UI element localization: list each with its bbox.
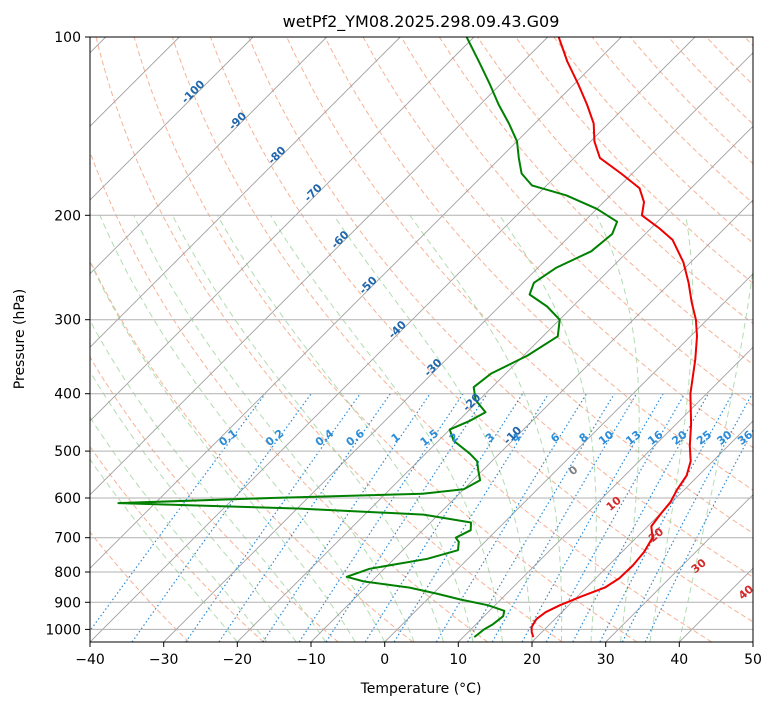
isotherm: [90, 37, 328, 275]
series-layer: [117, 37, 698, 638]
dry-adiabat: [90, 531, 190, 642]
mixing-ratio-line: [521, 393, 664, 642]
dry-adiabat: [438, 37, 753, 366]
pressure-grid: [90, 37, 753, 630]
x-tick-label: 40: [670, 652, 688, 668]
x-tick-label: 20: [523, 652, 541, 668]
moist-adiabat: [90, 416, 268, 642]
moist-adiabat: [596, 215, 640, 642]
y-tick-label: 400: [54, 387, 81, 403]
mixing-ratio-line: [393, 393, 550, 642]
y-tick-label: 100: [54, 30, 81, 46]
isotherm: [236, 125, 753, 642]
dry-adiabat: [629, 37, 753, 165]
moist-adiabat: [409, 215, 563, 642]
x-tick-label: 30: [597, 652, 615, 668]
dry-adiabat: [400, 37, 753, 407]
y-tick-label: 600: [54, 491, 81, 507]
moist-adiabat: [133, 215, 415, 642]
isotherm: [605, 494, 753, 642]
mixing-ratio-label: 36: [735, 428, 755, 448]
dry-adiabat: [553, 37, 753, 244]
mixing-ratio-line: [644, 428, 753, 642]
mixing-ratio-line: [545, 393, 686, 642]
isotherm: [163, 52, 753, 642]
isotherm: [310, 199, 753, 642]
x-tick-label: −40: [75, 652, 105, 668]
isotherm: [384, 273, 753, 642]
x-tick-label: −20: [223, 652, 253, 668]
isotherm: [90, 37, 622, 569]
mixing-ratio-line: [325, 393, 488, 642]
chart-title: wetPf2_YM08.2025.298.09.43.G09: [283, 12, 560, 32]
mixing-ratio-line: [435, 393, 588, 642]
mixing-ratio-line: [298, 393, 464, 642]
y-tick-label: 1000: [45, 622, 81, 638]
temperature-line: [530, 37, 698, 638]
isotherm: [457, 346, 753, 642]
moist-adiabat: [90, 458, 238, 642]
x-axis-title: Temperature (°C): [360, 681, 482, 697]
x-tick-label: 50: [744, 652, 762, 668]
mixing-ratio-line: [466, 393, 615, 642]
isotherm: [90, 37, 475, 422]
y-tick-label: 800: [54, 565, 81, 581]
isotherm: [90, 37, 254, 201]
plot-frame: [89, 36, 754, 643]
moist-adiabat: [270, 215, 503, 642]
mixing-ratio-line: [262, 393, 431, 642]
isotherm: [90, 37, 401, 348]
y-tick-label: 200: [54, 208, 81, 224]
isotherm: [90, 37, 549, 496]
y-tick-label: 300: [54, 313, 81, 329]
mixing-ratio-line: [364, 393, 524, 642]
mixing-ratio-line: [491, 393, 638, 642]
moist-adiabat: [90, 319, 327, 642]
y-tick-label: 700: [54, 531, 81, 547]
y-axis: 100 200 300 400 500 600 700 800 900 1000: [45, 30, 90, 638]
dry-adiabat: [210, 37, 753, 623]
mixing-ratio-line: [131, 393, 312, 642]
x-axis: −40 −30 −20 −10 0 10 20 30 40 50: [75, 642, 762, 668]
dry-adiabat: [477, 37, 753, 325]
mixing-ratio-line: [572, 393, 709, 642]
moist-adiabat: [333, 215, 533, 642]
dry-adiabat: [362, 37, 753, 449]
dewpoint-line: [117, 37, 619, 638]
dry-adiabat: [133, 37, 638, 642]
moist-adiabat: [90, 370, 297, 642]
y-tick-label: 500: [54, 444, 81, 460]
x-tick-label: −30: [149, 652, 179, 668]
moist-adiabat: [90, 260, 356, 642]
moist-adiabat: [217, 215, 474, 642]
dry-adiabat: [95, 37, 563, 642]
moist-adiabat: [172, 215, 445, 642]
dry-adiabat: [90, 356, 339, 642]
y-tick-label: 900: [54, 595, 81, 611]
isotherm: [531, 420, 753, 642]
dry-adiabat: [171, 37, 712, 642]
y-axis-title: Pressure (hPa): [12, 289, 28, 389]
dry-adiabat: [248, 37, 753, 578]
dry-adiabat: [324, 37, 753, 491]
x-tick-label: 0: [380, 652, 389, 668]
dry-adiabat: [90, 259, 414, 642]
moist-adiabat: [678, 265, 753, 642]
moist-adiabat: [649, 215, 694, 642]
x-tick-label: 10: [449, 652, 467, 668]
x-tick-label: −10: [296, 652, 326, 668]
